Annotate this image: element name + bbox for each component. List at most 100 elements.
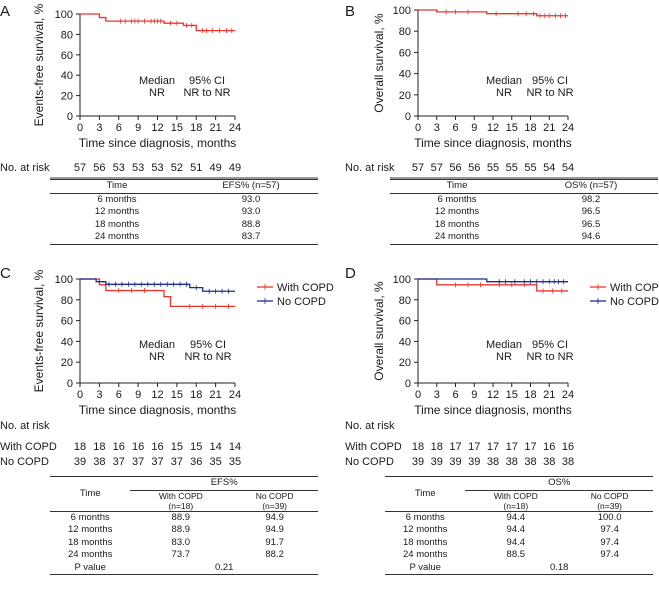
risk-value: 15 <box>171 441 183 453</box>
table-cell: 88.9 <box>171 524 191 535</box>
survival-curve-with-copd <box>418 278 568 292</box>
y-tick-label: 100 <box>55 9 73 21</box>
table-row: 6 months 88.9 94.9 <box>50 511 318 524</box>
panel-d: D 0 20 40 60 80 100 0 3 6 9 12 15 18 21 24 Time since d… <box>345 265 659 468</box>
y-axis-label: Events-free survival, % <box>32 269 46 392</box>
median-label: Median <box>486 75 522 87</box>
table-row: 12 months 96.5 <box>390 206 658 219</box>
x-tick-label: 21 <box>210 389 222 401</box>
x-tick-label: 0 <box>415 389 421 401</box>
y-tick-label: 60 <box>61 50 73 62</box>
panel-letter-d: D <box>345 265 356 282</box>
median-value: NR <box>496 351 512 363</box>
y-tick-label: 80 <box>61 29 73 41</box>
table-cell: 100.0 <box>597 511 622 523</box>
risk-value: 53 <box>151 162 163 174</box>
risk-label: No. at risk <box>0 420 50 432</box>
risk-value: 16 <box>132 441 144 453</box>
x-tick-label: 6 <box>116 122 122 134</box>
y-tick-label: 40 <box>399 69 411 81</box>
table-cell: P value <box>385 561 466 575</box>
risk-value: 38 <box>487 456 499 468</box>
x-tick-label: 21 <box>210 122 222 134</box>
y-tick-label: 20 <box>399 357 411 369</box>
survival-curve-with-copd <box>80 278 235 308</box>
risk-value: 39 <box>412 456 424 468</box>
x-tick-label: 18 <box>190 389 202 401</box>
table-cell: 83.0 <box>171 536 191 548</box>
risk-value: 16 <box>562 441 574 453</box>
x-tick-label: 9 <box>135 389 141 401</box>
risk-value: 16 <box>543 441 555 453</box>
risk-group-label: With COPD <box>345 441 402 453</box>
y-tick-label: 100 <box>393 5 411 17</box>
ci-label: 95% CI <box>190 339 226 351</box>
legend-label: No COPD <box>610 296 659 308</box>
table-row: 12 months 93.0 <box>50 206 318 219</box>
ci-value: NR to NR <box>184 351 231 363</box>
risk-value: 56 <box>449 162 461 174</box>
y-tick-label: 80 <box>61 295 73 307</box>
table-cell: 24 months <box>68 549 113 560</box>
y-axis-label: Overall survival, % <box>372 281 386 381</box>
risk-label: No. at risk <box>345 420 395 432</box>
risk-value: 14 <box>210 441 222 453</box>
table-subheader-no-copd: No COPD (n=39) <box>566 490 653 512</box>
panel-letter-b: B <box>345 3 355 20</box>
median-value: NR <box>149 351 165 363</box>
table-cell: P value <box>50 561 131 575</box>
legend-label: With COPD <box>610 282 659 294</box>
risk-value: 53 <box>113 162 125 174</box>
table-cell: 91.7 <box>265 536 284 548</box>
table-cell: 94.6 <box>524 231 658 245</box>
table-cell: 88.9 <box>171 511 191 523</box>
km-plot-os: 0 20 40 60 80 100 0 3 6 9 12 15 18 21 24 Time since dia… <box>372 5 574 150</box>
x-tick-label: 24 <box>562 389 574 401</box>
table-row: 18 months 88.8 <box>50 219 318 232</box>
x-tick-label: 3 <box>96 122 102 134</box>
risk-value: 14 <box>229 441 241 453</box>
table-row: 24 months 94.6 <box>390 231 658 245</box>
risk-group-label: No COPD <box>0 456 49 468</box>
panel-letter-c: C <box>0 265 11 282</box>
x-tick-label: 24 <box>229 389 241 401</box>
table-cell: 94.9 <box>265 524 284 535</box>
table-cell: 97.4 <box>600 524 619 535</box>
table-row: 24 months 73.7 88.2 <box>50 549 318 562</box>
x-tick-label: 15 <box>171 122 183 134</box>
table-row: 6 months 94.4 100.0 <box>385 511 653 524</box>
table-header-time: Time <box>50 476 131 512</box>
table-cell: 96.5 <box>581 206 601 217</box>
risk-value: 35 <box>229 456 241 468</box>
table-row: 6 months 93.0 <box>50 193 318 206</box>
table-cell: 24 months <box>50 231 184 245</box>
x-tick-label: 6 <box>116 389 122 401</box>
risk-value: 55 <box>487 162 499 174</box>
y-tick-label: 20 <box>61 91 73 103</box>
table-cell: 18 months <box>434 218 480 230</box>
panel-letter-a: A <box>0 3 10 20</box>
x-tick-label: 6 <box>452 122 458 134</box>
table-header-os: OS% <box>465 476 653 491</box>
risk-value: 17 <box>449 441 461 453</box>
risk-table-os: No. at risk 57 57 56 56 55 55 55 54 54 <box>345 162 658 179</box>
x-tick-label: 0 <box>77 389 83 401</box>
y-tick-label: 80 <box>399 26 411 38</box>
x-tick-label: 21 <box>543 389 555 401</box>
y-tick-label: 60 <box>399 316 411 328</box>
risk-value: 16 <box>113 441 125 453</box>
table-row: 24 months 88.5 97.4 <box>385 549 653 562</box>
risk-value: 37 <box>113 456 125 468</box>
x-tick-label: 15 <box>506 389 518 401</box>
risk-value: 38 <box>506 456 518 468</box>
x-tick-label: 24 <box>229 122 241 134</box>
ci-label: 95% CI <box>189 75 225 87</box>
y-tick-label: 80 <box>399 295 411 307</box>
risk-value: 57 <box>412 162 424 174</box>
table-cell: 24 months <box>403 549 448 560</box>
x-tick-label: 12 <box>487 122 499 134</box>
survival-curve-all <box>80 13 235 32</box>
risk-value: 18 <box>93 441 105 453</box>
km-plot-os-copd: 0 20 40 60 80 100 0 3 6 9 12 15 18 21 24 Time since dia… <box>372 274 659 417</box>
x-tick-label: 9 <box>471 389 477 401</box>
